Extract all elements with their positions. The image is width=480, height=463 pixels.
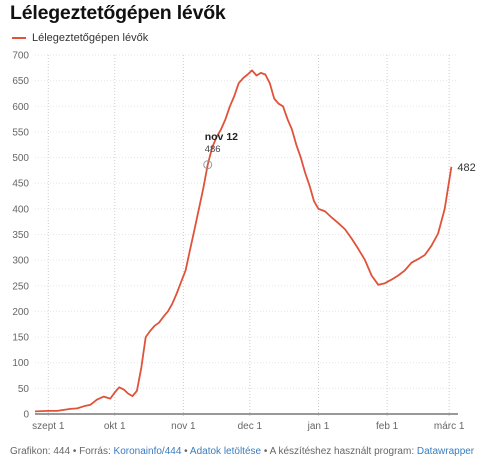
series-line [34,69,453,413]
y-tick-label: 400 [12,204,29,215]
y-tick-label: 350 [12,230,29,241]
y-tick-label: 250 [12,281,29,292]
y-tick-label: 550 [12,127,29,138]
x-tick-label: nov 1 [171,421,196,432]
x-tick-label: márc 1 [434,421,465,432]
footer: Grafikon: 444 • Forrás: Koronainfo/444 •… [10,446,474,457]
y-tick-label: 150 [12,333,29,344]
last-value-label: 482 [457,162,475,174]
y-tick-label: 500 [12,153,29,164]
x-tick-label: dec 1 [238,421,263,432]
chart-gridlines [35,54,458,418]
annotation-value: 486 [205,144,221,155]
footer-sep: • [181,446,190,457]
y-tick-label: 0 [23,410,29,421]
legend-label: Lélegeztetőgépen lévők [32,32,149,44]
x-tick-label: jan 1 [307,421,330,432]
footer-tool-text: • A készítéshez használt program: [261,446,417,457]
x-tick-label: okt 1 [104,421,126,432]
x-tick-label: szept 1 [32,421,65,432]
y-tick-label: 450 [12,179,29,190]
y-axis-tick-labels: 0 50 100 150 200 250 300 350 400 450 500 550 600 650 7… [12,51,29,421]
legend-swatch [12,37,26,39]
y-tick-label: 50 [18,384,30,395]
y-tick-label: 700 [12,51,29,62]
y-tick-label: 650 [12,76,29,87]
y-tick-label: 200 [12,307,29,318]
datawrapper-link[interactable]: Datawrapper [416,446,475,457]
y-tick-label: 300 [12,256,29,267]
legend: Lélegeztetőgépen lévők [12,31,148,45]
line-chart: 0 50 100 150 200 250 300 350 400 450 500 550 600 650 7… [12,51,475,433]
source-link[interactable]: Koronainfo/444 [113,446,182,457]
chart-title: Lélegeztetőgépen lévők [10,2,226,24]
y-tick-label: 600 [12,102,29,113]
annotation-date: nov 12 [205,131,238,143]
download-data-link[interactable]: Adatok letöltése [189,446,262,457]
footer-prefix: Grafikon: 444 • Forrás: [10,446,114,457]
annotation-marker [203,160,213,170]
x-tick-label: feb 1 [376,421,399,432]
y-tick-label: 100 [12,358,29,369]
x-axis-tick-labels: szept 1 okt 1 nov 1 dec 1 jan 1 feb 1 márc 1 [32,421,465,432]
